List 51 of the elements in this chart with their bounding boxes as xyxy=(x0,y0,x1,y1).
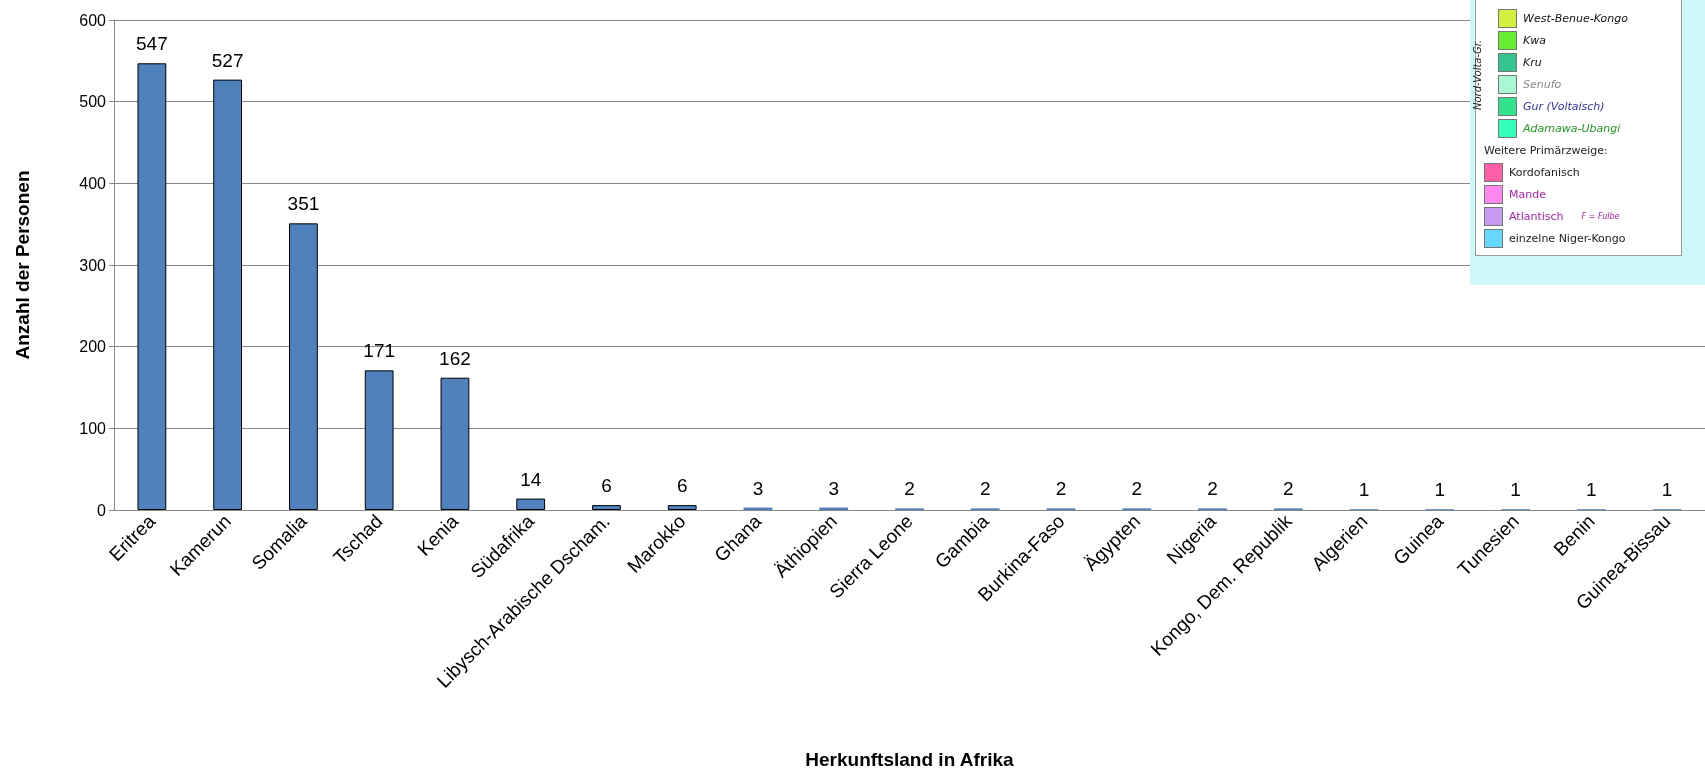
annotation: West-Benue-Kongo xyxy=(1523,11,1628,25)
bar xyxy=(440,377,470,510)
data-label: 2 xyxy=(1207,478,1218,500)
data-label: 2 xyxy=(979,478,991,500)
bar xyxy=(364,370,394,510)
data-label: 527 xyxy=(211,49,244,71)
y-tick-label: 300 xyxy=(79,256,107,274)
data-label: 1 xyxy=(1434,479,1446,501)
data-label: 3 xyxy=(828,477,840,499)
bar xyxy=(213,79,243,510)
data-label: 2 xyxy=(904,478,915,500)
annotation: F = Fulbe xyxy=(1581,211,1620,221)
data-label: 1 xyxy=(1358,479,1370,501)
bar xyxy=(137,63,167,510)
annotation: einzelne Niger-Kongo xyxy=(1509,231,1626,245)
annotation: Kordofanisch xyxy=(1509,165,1580,179)
data-label: 162 xyxy=(439,347,471,369)
x-axis-title: Herkunftsland in Afrika xyxy=(805,749,1015,770)
data-label: 1 xyxy=(1586,479,1597,501)
data-label: 6 xyxy=(601,475,612,497)
y-tick-label: 500 xyxy=(79,93,107,111)
annotation: Mande xyxy=(1509,187,1546,201)
data-label: 3 xyxy=(752,477,764,499)
y-tick-label: 100 xyxy=(79,419,107,437)
y-tick-label: 0 xyxy=(97,501,107,519)
data-label: 171 xyxy=(363,340,396,362)
annotation: Kru xyxy=(1523,55,1542,69)
y-tick-label: 600 xyxy=(79,11,107,29)
bar xyxy=(667,505,697,510)
annotation: Nord-Volta-Gr. xyxy=(1472,39,1483,110)
bar xyxy=(516,498,546,510)
data-label: 14 xyxy=(520,468,542,490)
data-label: 2 xyxy=(1283,478,1294,500)
annotation: Gur (Voltaisch) xyxy=(1523,99,1605,113)
data-label: 2 xyxy=(1055,478,1067,500)
data-label: 2 xyxy=(1131,478,1143,500)
y-axis-title: Anzahl der Personen xyxy=(12,170,33,360)
y-tick-label: 200 xyxy=(79,338,107,356)
annotation: Weitere Primärzweige: xyxy=(1484,143,1608,157)
data-label: 351 xyxy=(287,193,320,215)
data-label: 1 xyxy=(1661,479,1673,501)
bar xyxy=(592,505,621,510)
data-label: 547 xyxy=(136,33,168,55)
bar xyxy=(289,223,318,510)
data-label: 1 xyxy=(1510,479,1521,501)
annotation: Atlantisch xyxy=(1509,209,1564,223)
annotation: Senufo xyxy=(1523,77,1562,91)
y-tick-label: 400 xyxy=(79,174,107,192)
annotation: Kwa xyxy=(1523,33,1546,47)
data-label: 6 xyxy=(676,475,688,497)
annotation: Adamawa-Ubangi xyxy=(1523,121,1621,135)
